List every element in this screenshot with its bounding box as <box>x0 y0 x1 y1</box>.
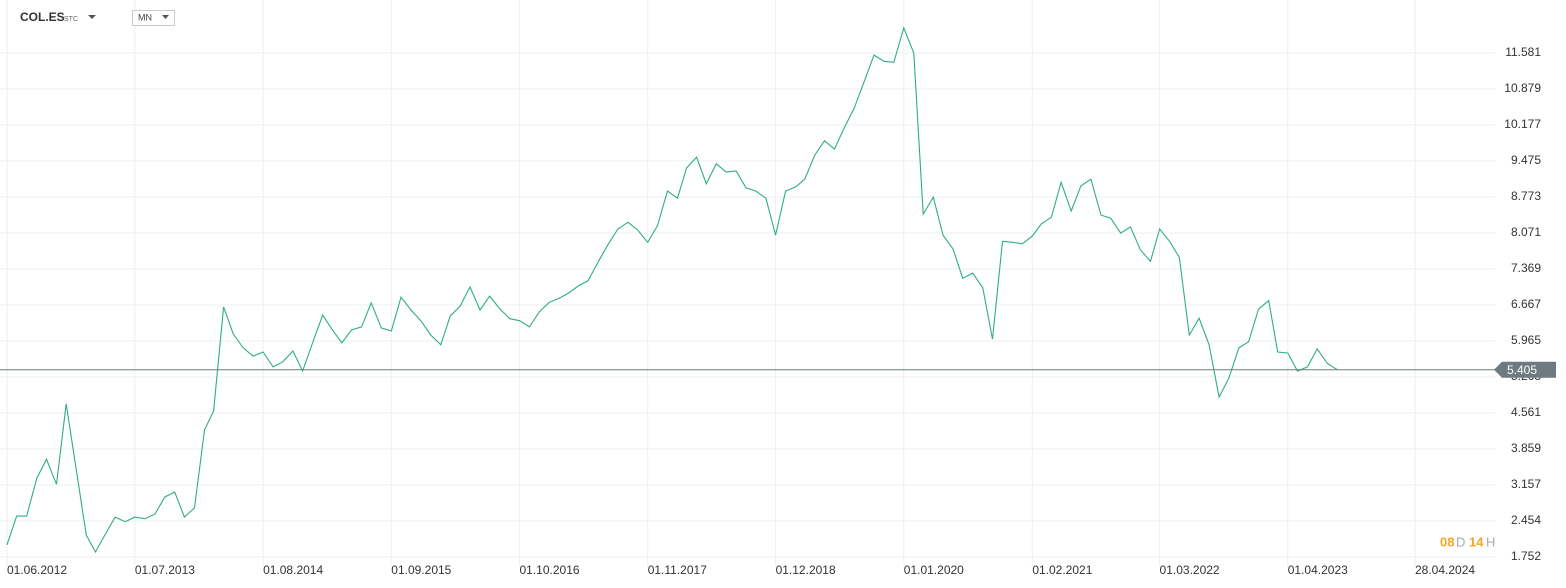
x-tick-label: 01.10.2016 <box>520 563 580 577</box>
interval[interactable]: MN <box>138 12 152 22</box>
x-tick-label: 01.01.2020 <box>904 563 964 577</box>
last-price-label: 5.405 <box>1507 363 1537 377</box>
y-tick-label: 1.752 <box>1511 549 1541 563</box>
x-tick-label: 01.07.2013 <box>135 563 195 577</box>
x-tick-label: 01.04.2023 <box>1288 563 1348 577</box>
x-tick-label: 01.09.2015 <box>391 563 451 577</box>
y-tick-label: 3.859 <box>1511 441 1541 455</box>
x-tick-label: 01.06.2012 <box>7 563 67 577</box>
y-tick-label: 4.561 <box>1511 405 1541 419</box>
interval-select[interactable] <box>132 10 175 26</box>
countdown-hours: 14 <box>1469 534 1484 549</box>
y-tick-label: 8.773 <box>1511 189 1541 203</box>
countdown-days: 08 <box>1440 534 1454 549</box>
x-tick-label: 01.02.2021 <box>1032 563 1092 577</box>
y-tick-label: 2.454 <box>1511 513 1541 527</box>
symbol[interactable]: COL.ES <box>20 10 65 24</box>
instrument-type: STC <box>64 16 78 23</box>
y-tick-label: 6.667 <box>1511 297 1541 311</box>
y-tick-label: 10.177 <box>1504 117 1541 131</box>
last-price-tag <box>1494 361 1556 378</box>
x-tick-label: 28.04.2024 <box>1415 563 1475 577</box>
y-tick-label: 9.475 <box>1511 153 1541 167</box>
price-line <box>6 26 1338 554</box>
y-tick-label: 8.071 <box>1511 225 1541 239</box>
x-tick-label: 01.11.2017 <box>648 563 707 577</box>
countdown-days-unit: D <box>1456 534 1465 549</box>
y-tick-label: 10.879 <box>1504 81 1541 95</box>
x-tick-label: 01.08.2014 <box>263 563 323 577</box>
grid <box>0 0 1495 566</box>
y-tick-label: 3.157 <box>1511 477 1541 491</box>
x-tick-label: 01.03.2022 <box>1160 563 1220 577</box>
y-tick-label: 7.369 <box>1511 261 1541 275</box>
x-tick-label: 01.12.2018 <box>776 563 836 577</box>
interval-dropdown-arrow <box>162 15 169 19</box>
y-tick-label: 5.965 <box>1511 333 1541 347</box>
y-tick-label: 11.581 <box>1505 45 1541 59</box>
symbol-dropdown-arrow[interactable] <box>88 15 96 19</box>
countdown-hours-unit: H <box>1486 534 1495 549</box>
